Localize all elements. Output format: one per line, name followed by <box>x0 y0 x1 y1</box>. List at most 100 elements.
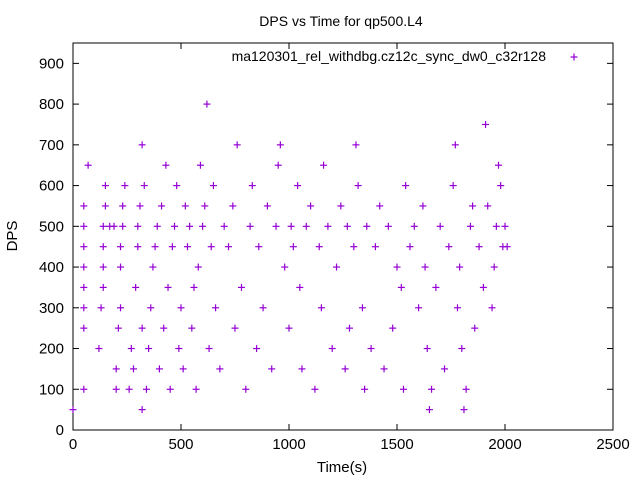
data-point <box>145 345 153 353</box>
data-point <box>183 243 191 251</box>
data-point <box>80 324 88 332</box>
data-point <box>462 385 470 393</box>
data-point <box>488 304 496 312</box>
data-point <box>138 141 146 149</box>
data-point <box>175 345 183 353</box>
y-tick: 600 <box>39 178 613 195</box>
data-point <box>140 182 148 190</box>
data-points <box>69 100 511 414</box>
data-point <box>317 304 325 312</box>
y-tick: 500 <box>39 218 613 235</box>
y-tick: 800 <box>39 96 613 113</box>
data-point <box>119 202 127 210</box>
y-tick: 100 <box>39 381 613 398</box>
data-point <box>114 324 122 332</box>
data-point <box>460 406 468 414</box>
x-tick-label: 2000 <box>488 436 521 453</box>
data-point <box>209 182 217 190</box>
data-point <box>482 120 490 128</box>
data-point <box>158 202 166 210</box>
data-point <box>296 283 304 291</box>
data-point <box>203 100 211 108</box>
data-point <box>307 202 315 210</box>
x-tick: 1500 <box>380 43 414 453</box>
data-point <box>352 141 360 149</box>
data-point <box>153 222 161 230</box>
plot-frame <box>72 42 614 431</box>
data-point <box>186 222 194 230</box>
data-point <box>231 324 239 332</box>
data-point <box>419 202 427 210</box>
y-tick: 700 <box>39 137 613 154</box>
data-point <box>69 406 77 414</box>
data-point <box>125 385 133 393</box>
y-tick-label: 300 <box>39 300 64 317</box>
y-tick-label: 200 <box>39 341 64 358</box>
data-point <box>121 182 129 190</box>
data-point <box>147 304 155 312</box>
data-point <box>341 365 349 373</box>
data-point <box>134 243 142 251</box>
x-tick: 0 <box>69 43 77 453</box>
data-point <box>402 182 410 190</box>
data-point <box>263 202 271 210</box>
data-point <box>380 365 388 373</box>
data-point <box>276 141 284 149</box>
data-point <box>311 385 319 393</box>
data-point <box>229 202 237 210</box>
data-point <box>294 182 302 190</box>
x-tick: 500 <box>168 43 194 453</box>
data-point <box>138 324 146 332</box>
data-point <box>179 365 187 373</box>
data-point <box>181 202 189 210</box>
data-point <box>166 385 174 393</box>
data-point <box>363 222 371 230</box>
data-point <box>421 263 429 271</box>
data-point <box>320 161 328 169</box>
y-tick: 300 <box>39 300 613 317</box>
data-point <box>376 202 384 210</box>
data-point <box>389 324 397 332</box>
data-point <box>117 304 125 312</box>
data-point <box>205 345 213 353</box>
data-point <box>475 243 483 251</box>
data-point <box>259 304 267 312</box>
data-point <box>80 243 88 251</box>
data-point <box>216 365 224 373</box>
data-point <box>110 222 118 230</box>
legend: ma120301_rel_withdbg.cz12c_sync_dw0_c32r… <box>232 48 578 64</box>
y-tick: 400 <box>39 259 613 276</box>
data-point <box>129 365 137 373</box>
data-point <box>333 263 341 271</box>
y-tick-label: 400 <box>39 259 64 276</box>
data-point <box>458 345 466 353</box>
data-point <box>190 283 198 291</box>
data-point <box>445 243 453 251</box>
data-point <box>358 304 366 312</box>
legend-entry-label: ma120301_rel_withdbg.cz12c_sync_dw0_c32r… <box>232 48 547 64</box>
data-point <box>84 161 92 169</box>
data-point <box>479 283 487 291</box>
data-point <box>188 324 196 332</box>
data-point <box>168 243 176 251</box>
data-point <box>192 385 200 393</box>
data-point <box>484 202 492 210</box>
data-point <box>345 324 353 332</box>
data-point <box>281 263 289 271</box>
data-point <box>80 385 88 393</box>
data-point <box>142 385 150 393</box>
data-point <box>367 345 375 353</box>
data-point <box>274 161 282 169</box>
data-point <box>466 222 474 230</box>
data-point <box>194 263 202 271</box>
y-tick-label: 100 <box>39 381 64 398</box>
data-point <box>225 243 233 251</box>
x-tick-label: 500 <box>168 436 193 453</box>
x-tick-label: 0 <box>69 436 77 453</box>
data-point <box>119 222 127 230</box>
data-point <box>101 202 109 210</box>
data-point <box>354 182 362 190</box>
data-point <box>384 222 392 230</box>
axis-ticks: 0 500 1000 1500 2000 2500 0 100 200 300 400 500 600 7… <box>39 43 630 453</box>
data-point <box>343 222 351 230</box>
